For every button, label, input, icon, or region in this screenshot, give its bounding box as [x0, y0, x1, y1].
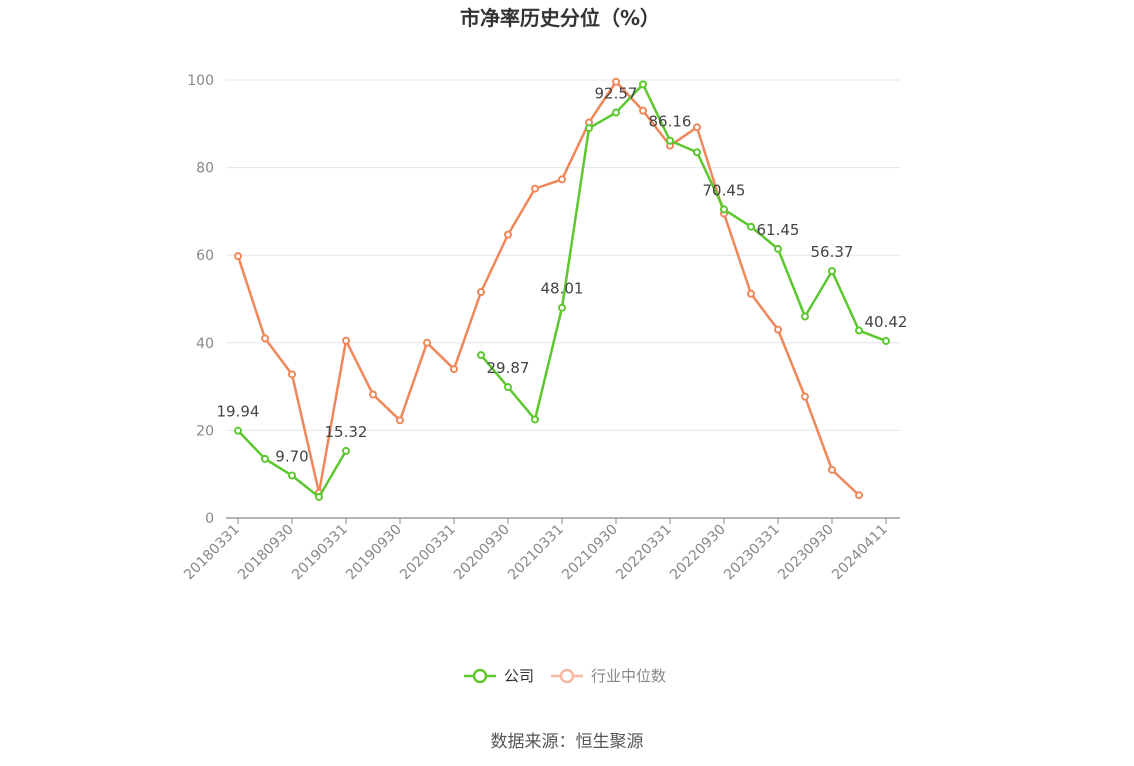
data-point[interactable] — [801, 392, 809, 401]
data-point[interactable] — [801, 312, 809, 321]
legend-item-industry[interactable]: 行业中位数 — [551, 667, 666, 685]
chart-title: 市净率历史分位（%） — [460, 6, 660, 30]
data-label: 70.45 — [703, 181, 746, 199]
data-point[interactable] — [558, 303, 566, 312]
data-point[interactable] — [288, 370, 296, 379]
data-point[interactable] — [396, 416, 404, 425]
legend-company-marker — [472, 668, 488, 684]
data-point[interactable] — [666, 136, 674, 145]
data-point[interactable] — [558, 175, 566, 184]
x-tick-label: 20190930 — [343, 522, 405, 584]
x-tick-label: 20200331 — [397, 522, 459, 584]
x-tick-label: 20220930 — [667, 522, 729, 584]
x-tick-label: 20180930 — [235, 522, 297, 584]
data-point[interactable] — [261, 334, 269, 343]
data-point[interactable] — [315, 492, 323, 501]
data-point[interactable] — [423, 338, 431, 347]
data-label: 15.32 — [325, 423, 368, 441]
data-label: 92.57 — [595, 85, 638, 103]
x-tick-label: 20200930 — [451, 522, 513, 584]
data-point[interactable] — [450, 365, 458, 374]
data-point[interactable] — [585, 124, 593, 133]
y-tick-label: 100 — [187, 73, 214, 89]
data-point[interactable] — [882, 336, 890, 345]
data-point[interactable] — [504, 383, 512, 392]
grid — [226, 79, 900, 431]
source-text: 数据来源：恒生聚源 — [491, 732, 644, 752]
data-point[interactable] — [774, 325, 782, 334]
x-tick-label: 20210331 — [505, 522, 567, 584]
data-point[interactable] — [261, 454, 269, 463]
data-point[interactable] — [234, 426, 242, 435]
y-tick-label: 40 — [196, 336, 214, 352]
data-label: 56.37 — [811, 243, 854, 261]
data-point[interactable] — [612, 108, 620, 117]
data-point[interactable] — [855, 326, 863, 335]
data-point[interactable] — [639, 106, 647, 115]
data-point[interactable] — [855, 491, 863, 500]
data-point[interactable] — [477, 287, 485, 296]
legend-company-label: 公司 — [504, 667, 534, 685]
data-point[interactable] — [477, 351, 485, 360]
x-tick-label: 20210930 — [559, 522, 621, 584]
data-label: 86.16 — [649, 113, 692, 131]
y-axis-ticks: 0 20 40 60 80 100 — [187, 73, 214, 527]
y-tick-label: 20 — [196, 423, 214, 439]
data-point[interactable] — [504, 230, 512, 239]
data-point[interactable] — [747, 289, 755, 298]
x-tick-label: 20220331 — [613, 522, 675, 584]
series-line — [480, 83, 887, 421]
data-point[interactable] — [828, 465, 836, 474]
x-tick-label: 20180331 — [181, 522, 243, 584]
data-point[interactable] — [369, 390, 377, 399]
x-tick-label: 20190331 — [289, 522, 351, 584]
legend-industry-marker — [559, 668, 575, 684]
x-tick-label: 20240411 — [829, 522, 891, 584]
data-label: 48.01 — [541, 280, 584, 298]
legend-item-company[interactable]: 公司 — [464, 667, 534, 685]
x-tick-label: 20230930 — [775, 522, 837, 584]
y-tick-label: 60 — [196, 248, 214, 264]
data-point[interactable] — [747, 222, 755, 231]
y-tick-label: 80 — [196, 161, 214, 177]
data-label: 19.94 — [217, 403, 260, 421]
series-line — [236, 80, 860, 497]
data-labels: 19.94 9.70 15.32 29.87 48.01 92.57 86.16 70.45 6… — [217, 85, 908, 466]
data-point[interactable] — [693, 123, 701, 132]
data-label: 40.42 — [865, 313, 908, 331]
data-point[interactable] — [774, 244, 782, 253]
data-point[interactable] — [612, 77, 620, 86]
data-point[interactable] — [234, 252, 242, 261]
x-axis: 2018033120180930201903312019093020200331… — [181, 517, 900, 584]
data-point[interactable] — [828, 267, 836, 276]
data-point[interactable] — [693, 148, 701, 157]
data-label: 61.45 — [757, 221, 800, 239]
data-point[interactable] — [288, 471, 296, 480]
data-point[interactable] — [639, 80, 647, 89]
data-point[interactable] — [720, 205, 728, 214]
series-company — [234, 80, 890, 501]
x-tick-label: 20230331 — [721, 522, 783, 584]
data-label: 9.70 — [275, 448, 308, 466]
data-point[interactable] — [531, 184, 539, 193]
legend: 公司 行业中位数 — [464, 667, 666, 685]
legend-industry-label: 行业中位数 — [591, 667, 666, 685]
data-point[interactable] — [531, 415, 539, 424]
data-label: 29.87 — [487, 359, 530, 377]
y-tick-label: 0 — [205, 511, 214, 527]
data-point[interactable] — [342, 446, 350, 455]
data-point[interactable] — [342, 336, 350, 345]
